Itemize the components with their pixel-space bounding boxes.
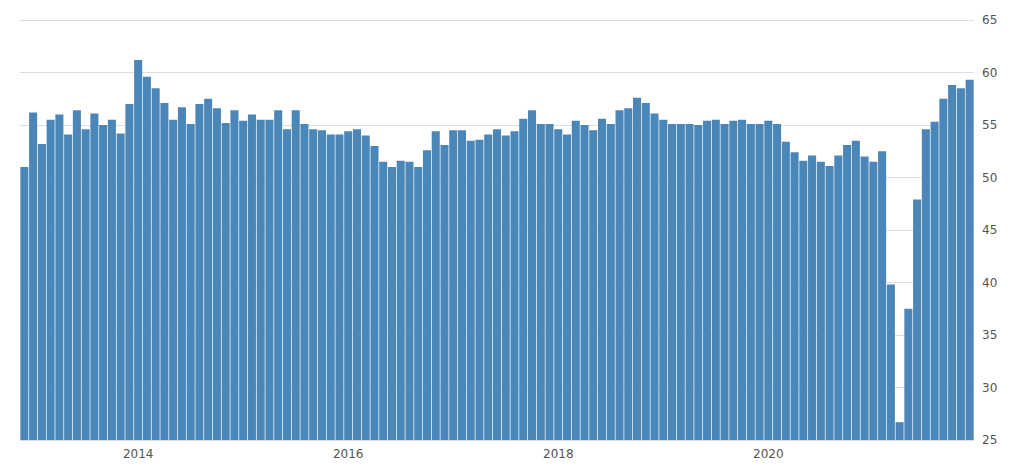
svg-text:2016: 2016 [333,447,364,461]
svg-text:65: 65 [982,13,997,27]
svg-text:40: 40 [982,276,997,290]
svg-text:2018: 2018 [543,447,574,461]
svg-text:45: 45 [982,223,997,237]
svg-text:60: 60 [982,66,997,80]
svg-text:30: 30 [982,381,997,395]
svg-text:2014: 2014 [123,447,154,461]
svg-text:25: 25 [982,433,997,447]
svg-text:35: 35 [982,328,997,342]
svg-text:50: 50 [982,171,997,185]
svg-text:2020: 2020 [753,447,784,461]
svg-text:55: 55 [982,118,997,132]
